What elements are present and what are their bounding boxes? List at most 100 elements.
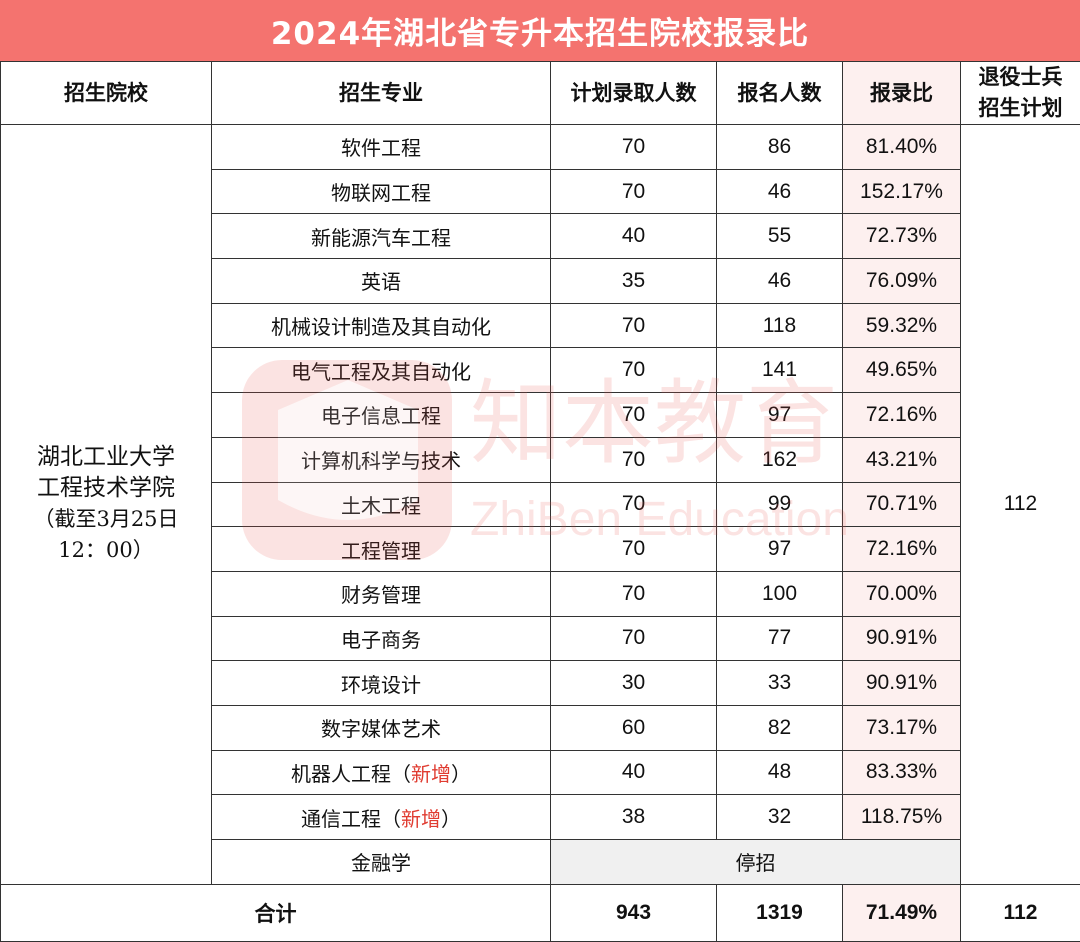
school-name-line2: 工程技术学院 bbox=[1, 473, 211, 504]
major-cell: 工程管理 bbox=[212, 527, 551, 572]
total-applicants: 1319 bbox=[717, 884, 843, 941]
plan-cell: 70 bbox=[551, 125, 717, 170]
major-cell: 财务管理 bbox=[212, 571, 551, 616]
major-cell: 环境设计 bbox=[212, 661, 551, 706]
new-tag-close: ） bbox=[451, 762, 471, 786]
new-tag-open: （ bbox=[391, 762, 411, 786]
header-ratio: 报录比 bbox=[843, 62, 961, 125]
school-note-line1: （截至3月25日 bbox=[1, 504, 211, 535]
ratio-cell: 59.32% bbox=[843, 303, 961, 348]
total-label: 合计 bbox=[1, 884, 551, 941]
major-name: 数字媒体艺术 bbox=[321, 717, 441, 741]
applicants-cell: 82 bbox=[717, 705, 843, 750]
major-cell: 英语 bbox=[212, 259, 551, 304]
applicants-cell: 55 bbox=[717, 214, 843, 259]
applicants-cell: 141 bbox=[717, 348, 843, 393]
major-cell: 物联网工程 bbox=[212, 169, 551, 214]
ratio-cell: 43.21% bbox=[843, 437, 961, 482]
major-name: 工程管理 bbox=[341, 539, 421, 563]
new-tag: 新增 bbox=[411, 762, 451, 786]
stopped-status: 停招 bbox=[551, 840, 961, 885]
header-major: 招生专业 bbox=[212, 62, 551, 125]
new-tag-open: （ bbox=[381, 807, 401, 831]
ratio-cell: 72.16% bbox=[843, 527, 961, 572]
major-cell: 数字媒体艺术 bbox=[212, 705, 551, 750]
plan-cell: 40 bbox=[551, 214, 717, 259]
header-school: 招生院校 bbox=[1, 62, 212, 125]
major-name: 物联网工程 bbox=[331, 181, 431, 205]
plan-cell: 70 bbox=[551, 393, 717, 438]
major-name: 计算机科学与技术 bbox=[301, 449, 461, 473]
veteran-plan-cell: 112 bbox=[961, 125, 1080, 885]
ratio-cell: 70.71% bbox=[843, 482, 961, 527]
major-name: 环境设计 bbox=[341, 673, 421, 697]
applicants-cell: 46 bbox=[717, 169, 843, 214]
ratio-cell: 81.40% bbox=[843, 125, 961, 170]
ratio-cell: 76.09% bbox=[843, 259, 961, 304]
ratio-cell: 152.17% bbox=[843, 169, 961, 214]
plan-cell: 38 bbox=[551, 795, 717, 840]
major-name: 机械设计制造及其自动化 bbox=[271, 315, 491, 339]
new-tag: 新增 bbox=[401, 807, 441, 831]
plan-cell: 70 bbox=[551, 169, 717, 214]
total-veteran: 112 bbox=[961, 884, 1080, 941]
major-cell: 通信工程（新增） bbox=[212, 795, 551, 840]
applicants-cell: 97 bbox=[717, 527, 843, 572]
page-title: 2024年湖北省专升本招生院校报录比 bbox=[0, 0, 1080, 62]
major-name: 新能源汽车工程 bbox=[311, 226, 451, 250]
ratio-cell: 83.33% bbox=[843, 750, 961, 795]
major-name: 电子信息工程 bbox=[321, 404, 441, 428]
applicants-cell: 118 bbox=[717, 303, 843, 348]
plan-cell: 35 bbox=[551, 259, 717, 304]
major-name: 英语 bbox=[361, 270, 401, 294]
ratio-cell: 90.91% bbox=[843, 661, 961, 706]
new-tag-close: ） bbox=[441, 807, 461, 831]
applicants-cell: 48 bbox=[717, 750, 843, 795]
applicants-cell: 99 bbox=[717, 482, 843, 527]
applicants-cell: 97 bbox=[717, 393, 843, 438]
applicants-cell: 33 bbox=[717, 661, 843, 706]
ratio-cell: 70.00% bbox=[843, 571, 961, 616]
plan-cell: 40 bbox=[551, 750, 717, 795]
applicants-cell: 86 bbox=[717, 125, 843, 170]
total-ratio: 71.49% bbox=[843, 884, 961, 941]
plan-cell: 70 bbox=[551, 437, 717, 482]
major-name: 软件工程 bbox=[341, 136, 421, 160]
applicants-cell: 46 bbox=[717, 259, 843, 304]
major-name: 电气工程及其自动化 bbox=[291, 360, 471, 384]
header-plan: 计划录取人数 bbox=[551, 62, 717, 125]
header-row: 招生院校 招生专业 计划录取人数 报名人数 报录比 退役士兵 招生计划 bbox=[1, 62, 1080, 125]
plan-cell: 70 bbox=[551, 527, 717, 572]
applicants-cell: 100 bbox=[717, 571, 843, 616]
plan-cell: 60 bbox=[551, 705, 717, 750]
major-name: 机器人工程 bbox=[291, 762, 391, 786]
plan-cell: 70 bbox=[551, 348, 717, 393]
plan-cell: 70 bbox=[551, 482, 717, 527]
ratio-cell: 73.17% bbox=[843, 705, 961, 750]
major-cell: 电子商务 bbox=[212, 616, 551, 661]
major-cell: 土木工程 bbox=[212, 482, 551, 527]
major-cell: 软件工程 bbox=[212, 125, 551, 170]
major-name: 电子商务 bbox=[341, 628, 421, 652]
applicants-cell: 162 bbox=[717, 437, 843, 482]
major-cell: 金融学 bbox=[212, 840, 551, 885]
ratio-cell: 49.65% bbox=[843, 348, 961, 393]
major-cell: 电气工程及其自动化 bbox=[212, 348, 551, 393]
applicants-cell: 32 bbox=[717, 795, 843, 840]
ratio-cell: 90.91% bbox=[843, 616, 961, 661]
applicants-cell: 77 bbox=[717, 616, 843, 661]
school-cell: 湖北工业大学 工程技术学院 （截至3月25日 12：00） bbox=[1, 125, 212, 885]
plan-cell: 30 bbox=[551, 661, 717, 706]
total-row: 合计 943 1319 71.49% 112 bbox=[1, 884, 1080, 941]
admission-ratio-table: 招生院校 招生专业 计划录取人数 报名人数 报录比 退役士兵 招生计划 湖北工业… bbox=[0, 61, 1080, 942]
major-cell: 机器人工程（新增） bbox=[212, 750, 551, 795]
school-note-line2: 12：00） bbox=[1, 535, 211, 566]
major-name: 财务管理 bbox=[341, 583, 421, 607]
major-name: 通信工程 bbox=[301, 807, 381, 831]
plan-cell: 70 bbox=[551, 616, 717, 661]
major-cell: 机械设计制造及其自动化 bbox=[212, 303, 551, 348]
header-veteran-line1: 退役士兵 bbox=[961, 62, 1080, 93]
ratio-cell: 118.75% bbox=[843, 795, 961, 840]
ratio-cell: 72.16% bbox=[843, 393, 961, 438]
